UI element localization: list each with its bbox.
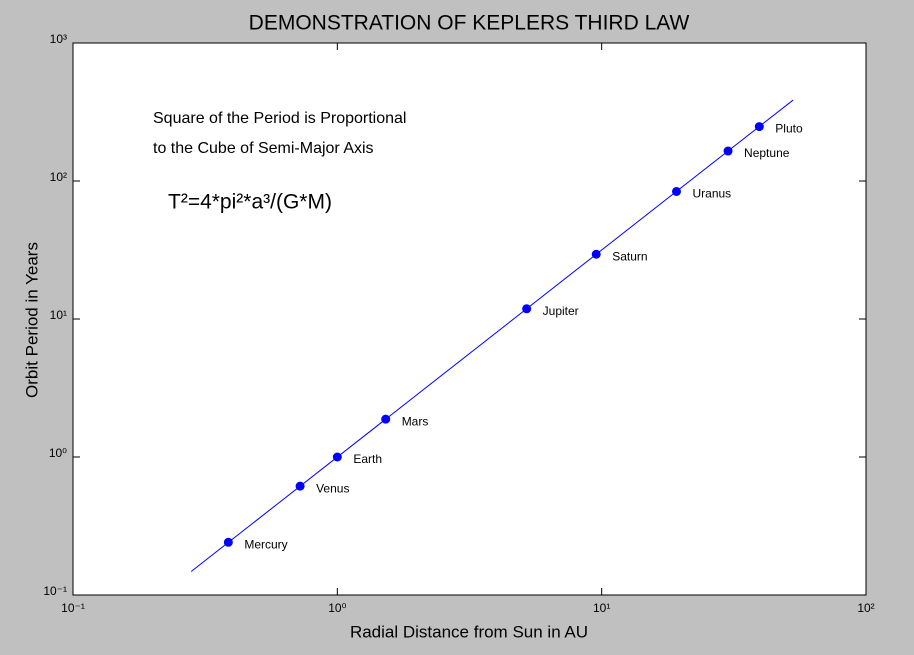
y-tick-label: 10² bbox=[50, 170, 67, 184]
y-tick-label: 10¹ bbox=[50, 308, 67, 322]
x-axis-label: Radial Distance from Sun in AU bbox=[350, 622, 588, 641]
planet-label: Neptune bbox=[744, 146, 790, 160]
planet-label: Pluto bbox=[775, 122, 803, 136]
annotation: Square of the Period is Proportional bbox=[153, 110, 406, 127]
y-tick-label: 10⁰ bbox=[49, 446, 67, 460]
y-tick-label: 10³ bbox=[50, 32, 67, 46]
planet-label: Saturn bbox=[612, 249, 647, 263]
x-tick-label: 10² bbox=[857, 601, 874, 615]
planet-label: Mercury bbox=[244, 537, 287, 551]
y-tick-label: 10⁻¹ bbox=[43, 584, 67, 598]
planet-label: Earth bbox=[353, 452, 382, 466]
planet-label: Mars bbox=[402, 414, 429, 428]
annotation: to the Cube of Semi-Major Axis bbox=[153, 140, 374, 157]
chart-title: DEMONSTRATION OF KEPLERS THIRD LAW bbox=[249, 12, 690, 35]
x-tick-label: 10⁻¹ bbox=[61, 601, 85, 615]
fit-line bbox=[190, 99, 794, 572]
equation: T²=4*pi²*a³/(G*M) bbox=[168, 191, 332, 214]
planet-label: Uranus bbox=[692, 187, 731, 201]
planet-label: Jupiter bbox=[543, 304, 579, 318]
plot-area bbox=[72, 42, 867, 596]
planet-label: Venus bbox=[316, 481, 349, 495]
x-tick-label: 10⁰ bbox=[328, 601, 346, 615]
y-axis-label: Orbit Period in Years bbox=[22, 242, 41, 398]
x-tick-label: 10¹ bbox=[593, 601, 610, 615]
